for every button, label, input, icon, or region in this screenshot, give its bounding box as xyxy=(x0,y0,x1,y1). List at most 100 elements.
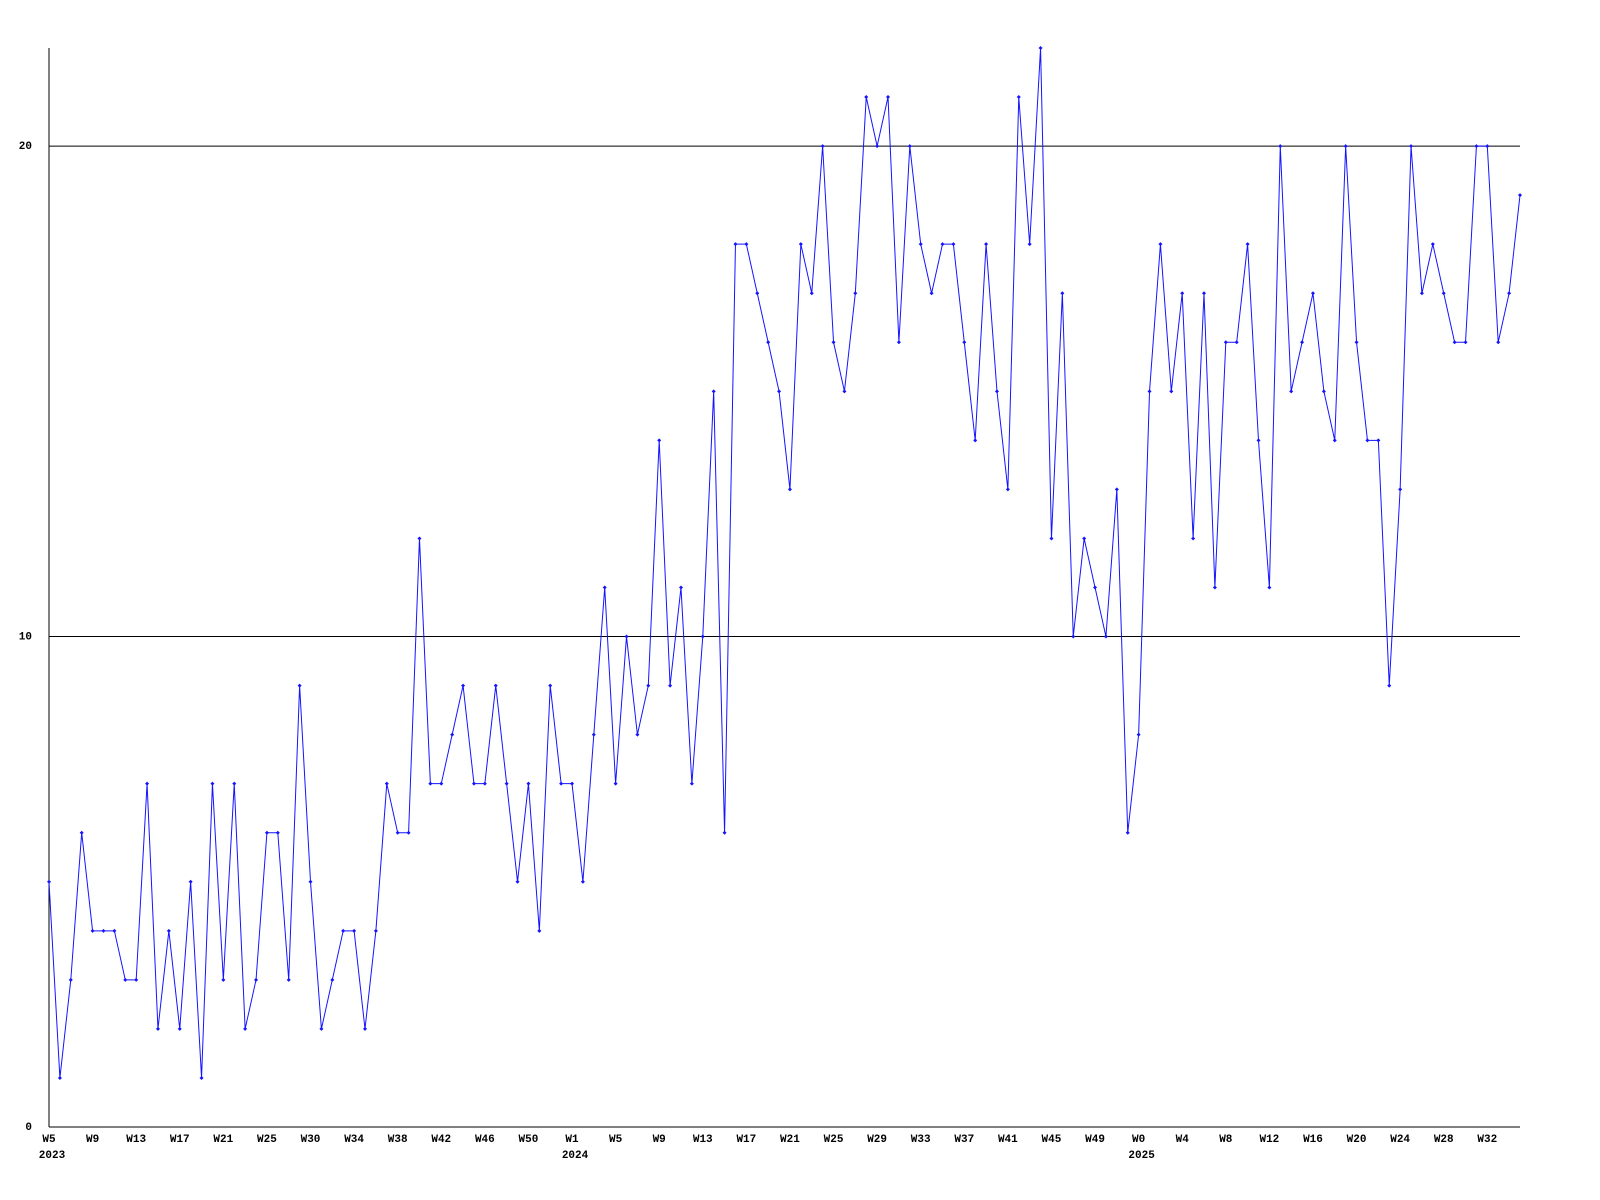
point xyxy=(47,879,51,884)
line xyxy=(48,47,1521,1079)
point xyxy=(1256,438,1261,443)
x-tick-label: W46 xyxy=(475,1134,495,1146)
x-tick-label: W0 xyxy=(1132,1134,1145,1146)
point xyxy=(1005,487,1010,492)
point xyxy=(297,683,302,688)
point xyxy=(373,928,378,933)
point xyxy=(395,830,400,835)
point xyxy=(1474,144,1479,149)
point xyxy=(886,95,891,100)
point xyxy=(526,781,531,786)
point xyxy=(940,242,945,247)
point xyxy=(308,879,313,884)
point xyxy=(766,340,771,345)
point xyxy=(984,242,989,247)
point xyxy=(1300,340,1305,345)
x-tick-label: W29 xyxy=(867,1134,887,1146)
point xyxy=(101,928,106,933)
point xyxy=(1496,340,1501,345)
x-tick-label: W5 xyxy=(42,1134,56,1146)
x-tick-label: W37 xyxy=(954,1134,974,1146)
point xyxy=(504,781,509,786)
point xyxy=(1278,144,1283,149)
x-year-label: 2025 xyxy=(1128,1150,1155,1162)
x-tick-label: W9 xyxy=(86,1134,99,1146)
point xyxy=(1376,438,1381,443)
point xyxy=(515,879,520,884)
x-tick-label: W21 xyxy=(780,1134,800,1146)
point xyxy=(689,781,694,786)
point xyxy=(1518,193,1522,198)
point xyxy=(352,928,357,933)
point xyxy=(733,242,738,247)
point xyxy=(264,830,269,835)
point xyxy=(112,928,117,933)
y-tick-label: 0 xyxy=(25,1122,32,1134)
point xyxy=(210,781,215,786)
x-tick-label: W16 xyxy=(1303,1134,1323,1146)
point xyxy=(1463,340,1468,345)
point xyxy=(330,977,335,982)
point xyxy=(1409,144,1414,149)
point xyxy=(450,732,455,737)
point xyxy=(570,781,575,786)
point xyxy=(896,340,901,345)
point xyxy=(254,977,259,982)
point xyxy=(471,781,476,786)
x-tick-label: W17 xyxy=(736,1134,756,1146)
point xyxy=(1398,487,1403,492)
point xyxy=(1191,536,1196,541)
point xyxy=(1430,242,1435,247)
point xyxy=(123,977,128,982)
point xyxy=(319,1026,324,1031)
x-tick-label: W34 xyxy=(344,1134,364,1146)
point xyxy=(613,781,618,786)
point xyxy=(1016,95,1021,100)
point xyxy=(907,144,912,149)
point xyxy=(155,1026,160,1031)
point xyxy=(635,732,640,737)
x-tick-label: W38 xyxy=(388,1134,408,1146)
x-tick-label: W24 xyxy=(1390,1134,1410,1146)
point xyxy=(362,1026,367,1031)
x-tick-label: W45 xyxy=(1042,1134,1062,1146)
point xyxy=(493,683,498,688)
point xyxy=(755,291,760,296)
point xyxy=(842,389,847,394)
point xyxy=(1071,634,1076,639)
point xyxy=(787,487,792,492)
point xyxy=(864,95,869,100)
point xyxy=(777,389,782,394)
point xyxy=(668,683,673,688)
point xyxy=(537,928,542,933)
point xyxy=(461,683,466,688)
x-tick-label: W49 xyxy=(1085,1134,1105,1146)
point xyxy=(1093,585,1098,590)
point xyxy=(1289,389,1294,394)
point xyxy=(973,438,978,443)
point xyxy=(591,732,596,737)
point xyxy=(1223,340,1228,345)
point xyxy=(1310,291,1315,296)
point xyxy=(1343,144,1348,149)
point xyxy=(1049,536,1054,541)
point xyxy=(1060,291,1065,296)
point xyxy=(1147,389,1152,394)
point xyxy=(918,242,923,247)
x-tick-label: W28 xyxy=(1434,1134,1454,1146)
x-tick-label: W21 xyxy=(213,1134,233,1146)
point xyxy=(243,1026,248,1031)
point xyxy=(145,781,150,786)
x-tick-label: W8 xyxy=(1219,1134,1233,1146)
x-tick-label: W30 xyxy=(301,1134,321,1146)
point xyxy=(962,340,967,345)
point xyxy=(820,144,825,149)
point xyxy=(1234,340,1239,345)
point xyxy=(700,634,705,639)
point xyxy=(68,977,73,982)
point xyxy=(1452,340,1457,345)
point xyxy=(744,242,749,247)
x-year-label: 2024 xyxy=(562,1150,589,1162)
x-tick-label: W25 xyxy=(257,1134,277,1146)
